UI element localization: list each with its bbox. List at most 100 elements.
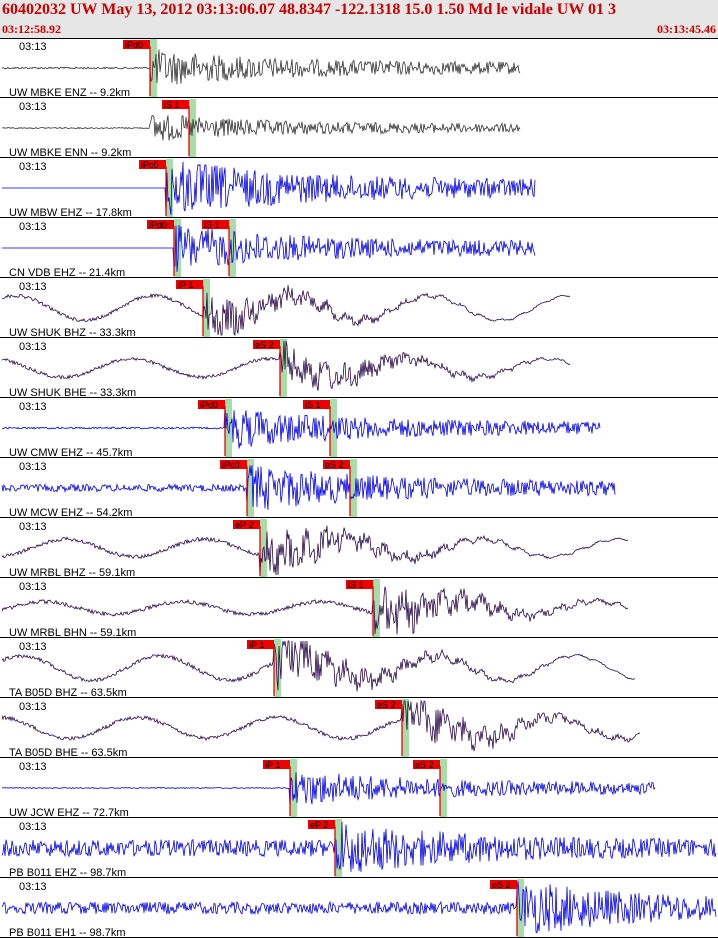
- trace-panel: eP 2 03:13 PB B011 EHZ -- 98.7km: [0, 819, 718, 879]
- station-label: UW MBKE ENN -- 9.2km: [9, 147, 131, 159]
- pick-flag[interactable]: [220, 460, 247, 469]
- pick-label: eS 2: [415, 760, 434, 770]
- station-label: UW MBW EHZ -- 17.8km: [9, 207, 132, 219]
- trace-panel: iP 1 03:13 TA B05D BHZ -- 63.5km: [0, 639, 718, 699]
- pick-flag[interactable]: [139, 160, 166, 169]
- station-label: TA B05D BHZ -- 63.5km: [9, 687, 127, 699]
- station-label: UW MBKE ENZ -- 9.2km: [9, 87, 130, 99]
- pick-window: [247, 459, 254, 517]
- waveform-trace: [1, 115, 521, 141]
- trace-panel: iP 1 eS 2 03:13 UW JCW EHZ -- 72.7km: [0, 759, 718, 819]
- station-label: CN VDB EHZ -- 21.4km: [9, 267, 125, 279]
- waveform-trace: [1, 285, 571, 336]
- pick-window: [290, 759, 297, 817]
- trace-time: 03:13: [19, 461, 47, 473]
- pick-window: [350, 459, 357, 517]
- pick-flag[interactable]: [323, 460, 350, 469]
- pick-window: [517, 879, 524, 937]
- pick-window: [274, 639, 281, 697]
- station-label: TA B05D BHE -- 63.5km: [9, 747, 127, 759]
- pick-label: iPc0: [222, 460, 240, 470]
- pick-flag[interactable]: [308, 820, 335, 829]
- trace-panel: iPd0 03:13 UW MBKE ENZ -- 9.2km: [0, 39, 718, 99]
- station-label: UW JCW EHZ -- 72.7km: [9, 807, 129, 819]
- event-header: 60402032 UW May 13, 2012 03:13:06.07 48.…: [0, 0, 718, 39]
- pick-label: eP 2: [310, 820, 328, 830]
- pick-window: [335, 819, 342, 877]
- trace-time: 03:13: [19, 641, 47, 653]
- waveform-trace: [2, 225, 536, 272]
- pick-flag[interactable]: [375, 700, 402, 709]
- pick-label: iP 1: [265, 760, 280, 770]
- station-label: PB B011 EHZ -- 98.7km: [9, 867, 126, 879]
- station-label: UW CMW EHZ -- 45.7km: [9, 447, 132, 459]
- pick-label: iPc0: [141, 160, 159, 170]
- event-title: 60402032 UW May 13, 2012 03:13:06.07 48.…: [2, 1, 617, 18]
- pick-label: iPd0: [149, 220, 167, 230]
- station-label: PB B011 EH1 -- 98.7km: [9, 927, 126, 938]
- waveform-trace: [1, 640, 636, 692]
- trace-time: 03:13: [19, 821, 47, 833]
- trace-time: 03:13: [19, 761, 47, 773]
- trace-time: 03:13: [19, 701, 47, 713]
- trace-panel: iS 1 03:13 UW MRBL BHN -- 59.1km: [0, 579, 718, 639]
- trace-panel: iPd0 iS 1 03:13 CN VDB EHZ -- 21.4km: [0, 219, 718, 279]
- waveform-trace: [1, 405, 601, 449]
- pick-window: [225, 399, 232, 457]
- trace-panel: iPc0 eS 2 03:13 UW MCW EHZ -- 54.2km: [0, 459, 718, 519]
- waveform-trace: [1, 525, 629, 576]
- trace-time: 03:13: [19, 881, 47, 893]
- pick-flag[interactable]: [176, 280, 203, 289]
- pick-window: [229, 219, 236, 277]
- pick-label: iP 1: [178, 280, 193, 290]
- station-label: UW MCW EHZ -- 54.2km: [9, 507, 132, 519]
- pick-flag[interactable]: [263, 760, 290, 769]
- waveform-trace: [1, 880, 717, 934]
- pick-flag[interactable]: [253, 340, 280, 349]
- pick-flag[interactable]: [346, 580, 373, 589]
- station-label: UW MRBL BHZ -- 59.1km: [9, 567, 135, 579]
- pick-flag[interactable]: [247, 640, 274, 649]
- waveform-trace: [1, 340, 571, 391]
- pick-flag[interactable]: [147, 220, 174, 229]
- waveform-trace: [1, 699, 641, 752]
- trace-time: 03:13: [19, 401, 47, 413]
- pick-flag[interactable]: [413, 760, 440, 769]
- trace-time: 03:13: [19, 221, 47, 233]
- pick-flag[interactable]: [123, 40, 150, 49]
- pick-label: iPd0: [125, 40, 143, 50]
- pick-flag[interactable]: [233, 520, 260, 529]
- waveform-trace: [1, 772, 656, 808]
- waveform-trace: [1, 49, 521, 85]
- pick-label: eS 2: [255, 340, 274, 350]
- pick-flag[interactable]: [198, 400, 225, 409]
- trace-panel: iPd0 iS 1 03:13 UW CMW EHZ -- 45.7km: [0, 399, 718, 459]
- trace-time: 03:13: [19, 41, 47, 53]
- pick-label: eS 2: [377, 700, 396, 710]
- pick-window: [150, 39, 157, 97]
- trace-panel: iP 1 03:13 UW SHUK BHZ -- 33.3km: [0, 279, 718, 339]
- trace-time: 03:13: [19, 521, 47, 533]
- pick-flag[interactable]: [490, 880, 517, 889]
- trace-time: 03:13: [19, 341, 47, 353]
- trace-time: 03:13: [19, 161, 47, 173]
- pick-window: [280, 339, 287, 397]
- pick-flag[interactable]: [303, 400, 330, 409]
- station-label: UW SHUK BHE -- 33.3km: [9, 387, 136, 399]
- pick-window: [402, 699, 409, 757]
- pick-label: eP 2: [235, 520, 253, 530]
- trace-panel: eS 2 03:13 UW SHUK BHE -- 33.3km: [0, 339, 718, 399]
- waveform-trace: [2, 161, 536, 215]
- trace-panel: eS 2 03:13 PB B011 EH1 -- 98.7km: [0, 879, 718, 938]
- pick-label: eS 2: [492, 880, 511, 890]
- pick-window: [373, 579, 380, 637]
- pick-flag[interactable]: [202, 220, 229, 229]
- trace-panel: eP 2 03:13 UW MRBL BHZ -- 59.1km: [0, 519, 718, 579]
- waveform-trace: [1, 586, 629, 635]
- pick-flag[interactable]: [162, 100, 189, 109]
- pick-label: iS 1: [348, 580, 364, 590]
- pick-label: iP 1: [249, 640, 264, 650]
- start-time: 03:12:58.92: [2, 22, 61, 36]
- trace-panel: iPc0 03:13 UW MBW EHZ -- 17.8km: [0, 159, 718, 219]
- trace-time: 03:13: [19, 281, 47, 293]
